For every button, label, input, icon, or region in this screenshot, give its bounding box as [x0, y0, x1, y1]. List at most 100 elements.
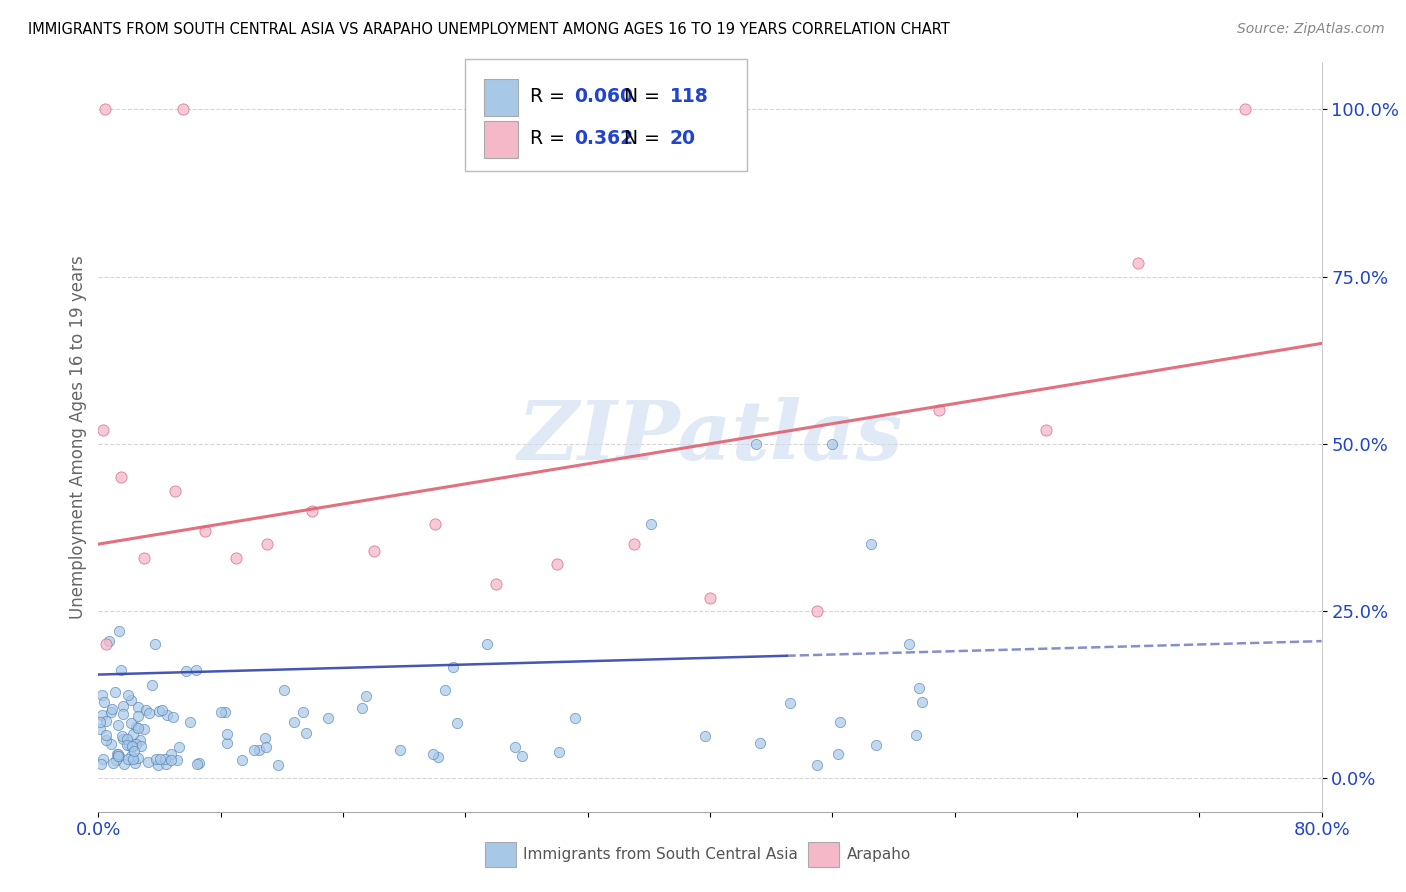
Point: [121, 739, 143, 754]
Point: [129, 739, 152, 754]
Point: [107, 749, 129, 764]
Point: [441, 660, 464, 674]
Point: [104, 753, 127, 767]
Point: [779, 697, 801, 711]
Point: [112, 756, 135, 771]
Point: [156, 708, 179, 723]
Point: [301, 503, 323, 517]
Point: [153, 752, 176, 766]
Bar: [484, 78, 517, 116]
Point: [294, 726, 316, 740]
Point: [120, 693, 142, 707]
Text: Source: ZipAtlas.com: Source: ZipAtlas.com: [1237, 22, 1385, 37]
Point: [110, 664, 132, 678]
Point: [89, 722, 111, 736]
Point: [93, 696, 115, 710]
Point: [107, 748, 129, 763]
Point: [350, 701, 373, 715]
Point: [242, 743, 264, 757]
Point: [254, 739, 277, 754]
Point: [148, 704, 170, 718]
Point: [98, 634, 121, 648]
Point: [141, 678, 163, 692]
Point: [827, 747, 849, 761]
Point: [423, 517, 446, 532]
Text: Arapaho: Arapaho: [846, 847, 911, 862]
Point: [91, 688, 114, 702]
Point: [283, 714, 305, 729]
Point: [291, 705, 314, 719]
Point: [112, 706, 135, 721]
Point: [188, 756, 211, 770]
Point: [623, 537, 645, 551]
Point: [363, 543, 385, 558]
Point: [101, 756, 124, 771]
Point: [127, 709, 149, 723]
Point: [510, 748, 533, 763]
Point: [111, 698, 134, 713]
Point: [897, 637, 920, 651]
Point: [100, 737, 122, 751]
Text: 0.362: 0.362: [574, 129, 633, 148]
Point: [107, 747, 129, 761]
Point: [172, 102, 194, 116]
Point: [132, 722, 155, 736]
Point: [128, 733, 150, 747]
Text: Immigrants from South Central Asia: Immigrants from South Central Asia: [523, 847, 799, 862]
Point: [120, 715, 142, 730]
Point: [806, 758, 828, 772]
Point: [911, 695, 934, 709]
Point: [1128, 256, 1150, 270]
Point: [475, 637, 498, 651]
Y-axis label: Unemployment Among Ages 16 to 19 years: Unemployment Among Ages 16 to 19 years: [69, 255, 87, 619]
Point: [136, 756, 159, 770]
Point: [149, 752, 172, 766]
Point: [564, 710, 586, 724]
Point: [124, 756, 146, 770]
Point: [124, 737, 146, 751]
Point: [1234, 102, 1257, 116]
Point: [546, 557, 568, 572]
FancyBboxPatch shape: [465, 59, 747, 171]
Point: [194, 524, 217, 538]
Point: [127, 721, 149, 735]
Point: [426, 749, 449, 764]
Point: [159, 747, 181, 761]
Text: 0.060: 0.060: [574, 87, 633, 106]
Point: [749, 736, 772, 750]
Point: [693, 729, 716, 743]
Point: [146, 757, 169, 772]
Point: [91, 424, 114, 438]
Point: [155, 756, 177, 771]
Point: [127, 750, 149, 764]
Point: [115, 732, 138, 747]
Point: [830, 714, 852, 729]
Point: [166, 753, 188, 767]
Point: [101, 702, 124, 716]
Point: [118, 738, 141, 752]
Point: [865, 738, 887, 752]
Point: [117, 752, 139, 766]
Point: [134, 550, 156, 565]
Point: [89, 715, 111, 730]
Point: [821, 437, 844, 451]
Point: [107, 718, 129, 732]
Point: [215, 736, 238, 750]
Point: [162, 710, 184, 724]
Point: [91, 707, 114, 722]
Text: N =: N =: [612, 129, 666, 148]
Point: [124, 720, 146, 734]
Point: [354, 690, 377, 704]
Point: [121, 739, 143, 754]
Point: [908, 681, 931, 695]
Point: [110, 470, 132, 484]
Point: [699, 591, 721, 605]
Point: [93, 102, 115, 116]
Point: [104, 685, 127, 699]
Point: [806, 604, 828, 618]
Point: [120, 749, 142, 764]
Point: [138, 706, 160, 721]
Point: [121, 752, 143, 766]
Point: [90, 756, 112, 771]
Point: [117, 688, 139, 702]
